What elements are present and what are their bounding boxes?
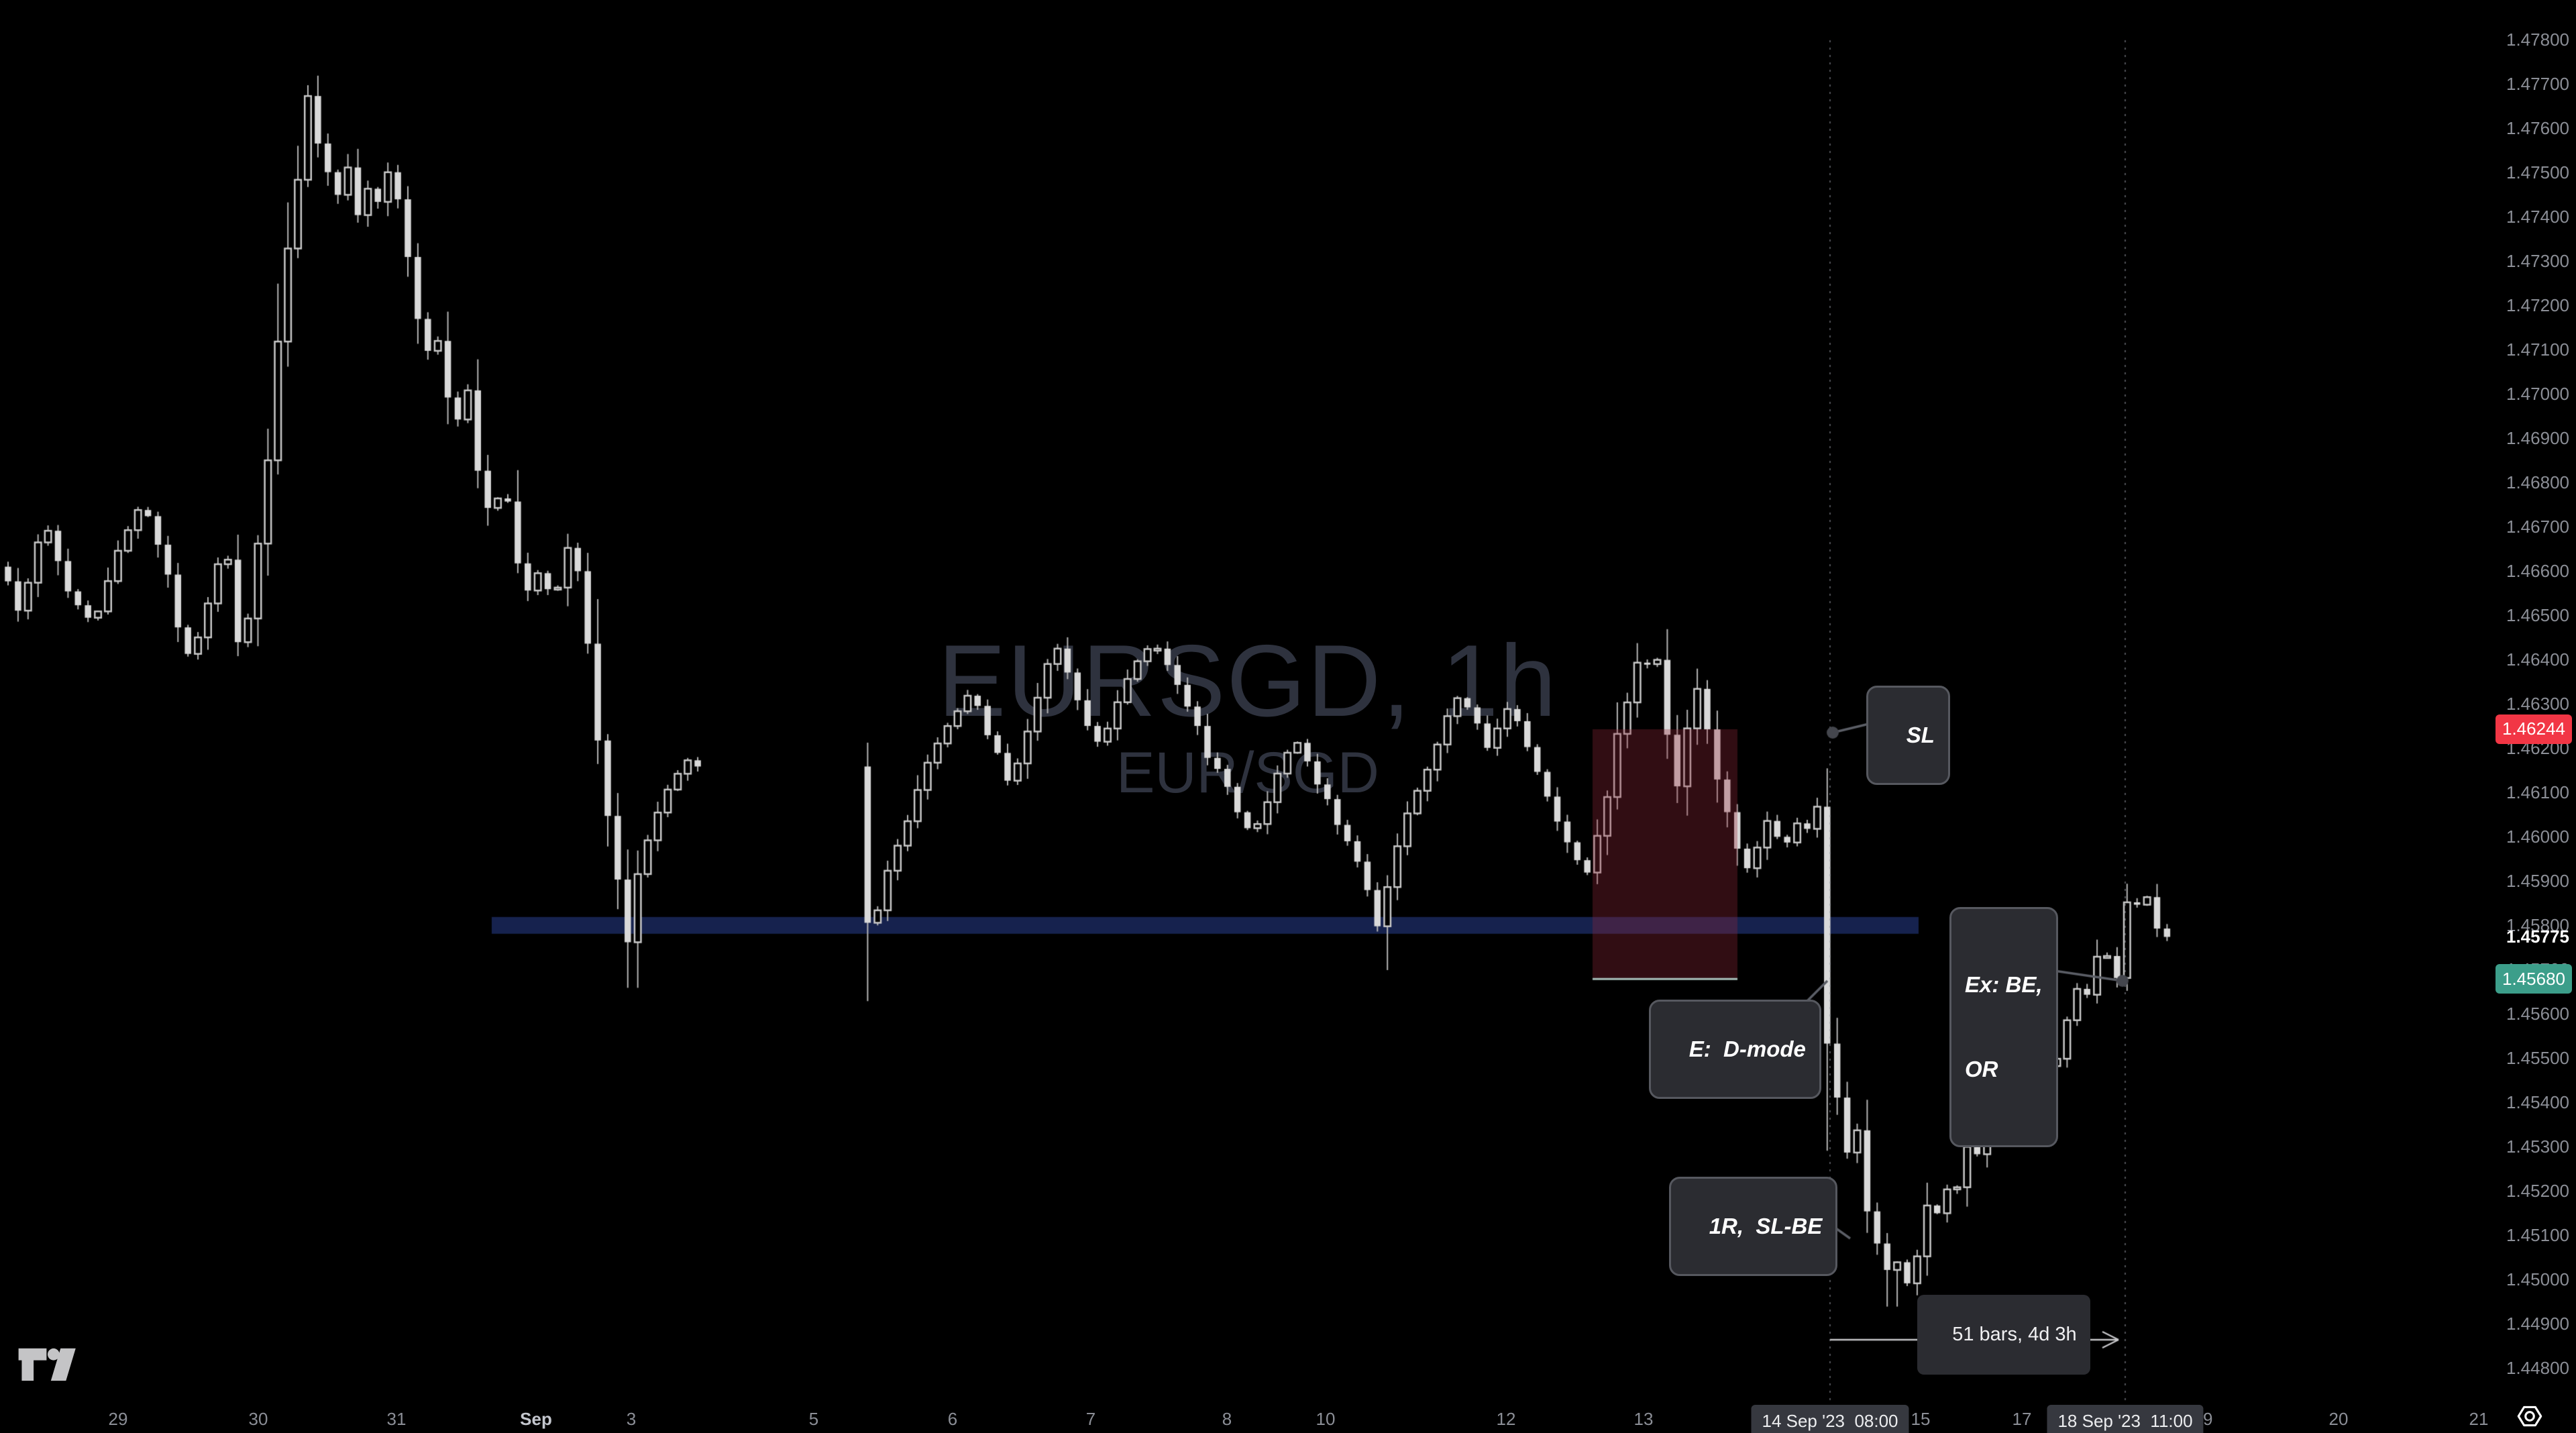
- time-axis[interactable]: 293031Sep35678101213151719202114 Sep '23…: [0, 1405, 2576, 1433]
- chart-settings-button[interactable]: [2514, 1402, 2545, 1433]
- price-tick-label: 1.45800: [2506, 915, 2569, 935]
- price-tick-label: 1.45300: [2506, 1136, 2569, 1157]
- exit-label-line1: Ex: BE,: [1965, 972, 2043, 997]
- time-tick-label: 15: [1911, 1409, 1931, 1429]
- bar-count-text: 51 bars, 4d 3h: [1952, 1324, 2077, 1345]
- price-tick-label: 1.47500: [2506, 162, 2569, 182]
- date-range-badge: 14 Sep '23 08:00: [1751, 1405, 1909, 1433]
- price-tick-label: 1.45500: [2506, 1048, 2569, 1068]
- price-tick-label: 1.47400: [2506, 207, 2569, 227]
- price-tick-label: 1.44900: [2506, 1314, 2569, 1334]
- price-tick-label: 1.47300: [2506, 251, 2569, 271]
- time-tick-label: 12: [1496, 1409, 1516, 1429]
- time-tick-label: 3: [626, 1409, 637, 1429]
- time-tick-label: Sep: [520, 1409, 552, 1429]
- time-tick-label: 21: [2469, 1409, 2489, 1429]
- one-r-label-text: 1R, SL-BE: [1709, 1214, 1823, 1238]
- price-tick-label: 1.45100: [2506, 1225, 2569, 1245]
- price-tick-label: 1.45400: [2506, 1092, 2569, 1112]
- date-range-badge: 18 Sep '23 11:00: [2047, 1405, 2204, 1433]
- last-price-label: 1.45775: [2506, 926, 2569, 947]
- price-tick-label: 1.46100: [2506, 782, 2569, 802]
- price-badge-entry: 1.45680: [2496, 964, 2572, 994]
- time-tick-label: 30: [248, 1409, 268, 1429]
- price-tick-label: 1.47100: [2506, 339, 2569, 360]
- price-tick-label: 1.46500: [2506, 605, 2569, 625]
- price-tick-label: 1.46000: [2506, 827, 2569, 847]
- drawing-label-sl[interactable]: SL: [1866, 686, 1950, 785]
- price-tick-label: 1.44800: [2506, 1358, 2569, 1378]
- price-tick-label: 1.46800: [2506, 472, 2569, 492]
- price-tick-label: 1.46700: [2506, 517, 2569, 537]
- entry-label-text: E: D-mode: [1688, 1037, 1806, 1061]
- time-tick-label: 7: [1085, 1409, 1096, 1429]
- time-tick-label: 6: [947, 1409, 958, 1429]
- time-tick-label: 31: [386, 1409, 407, 1429]
- price-tick-label: 1.46300: [2506, 694, 2569, 714]
- tradingview-logo[interactable]: [17, 1347, 78, 1385]
- price-tick-label: 1.46900: [2506, 428, 2569, 448]
- drawing-label-1r[interactable]: 1R, SL-BE: [1669, 1177, 1838, 1276]
- drawing-label-exit[interactable]: Ex: BE, OR: [1949, 907, 2058, 1147]
- time-tick-label: 17: [2012, 1409, 2032, 1429]
- time-tick-label: 20: [2328, 1409, 2349, 1429]
- drawing-label-entry[interactable]: E: D-mode: [1649, 1000, 1821, 1099]
- time-tick-label: 5: [808, 1409, 819, 1429]
- price-tick-label: 1.47700: [2506, 74, 2569, 94]
- exit-label-line2: OR: [1965, 1057, 1998, 1081]
- bar-count-badge[interactable]: 51 bars, 4d 3h: [1917, 1295, 2090, 1375]
- price-axis[interactable]: 1.47800 1.47700 1.47600 1.47500 1.47400 1.473…: [2479, 0, 2576, 1406]
- time-tick-label: 13: [1633, 1409, 1654, 1429]
- price-badge-stop: 1.46244: [2496, 714, 2572, 744]
- time-tick-label: 29: [108, 1409, 128, 1429]
- price-tick-label: 1.47000: [2506, 384, 2569, 404]
- price-tick-label: 1.46600: [2506, 561, 2569, 581]
- price-tick-label: 1.47600: [2506, 118, 2569, 138]
- time-tick-label: 8: [1222, 1409, 1232, 1429]
- price-tick-label: 1.47800: [2506, 30, 2569, 50]
- sl-label-text: SL: [1906, 723, 1935, 747]
- tradingview-logo-icon: [18, 1348, 76, 1381]
- price-tick-label: 1.45000: [2506, 1269, 2569, 1289]
- time-tick-label: 10: [1316, 1409, 1336, 1429]
- price-tick-label: 1.45200: [2506, 1181, 2569, 1201]
- price-tick-label: 1.46400: [2506, 649, 2569, 670]
- price-tick-label: 1.45600: [2506, 1004, 2569, 1024]
- price-tick-label: 1.47200: [2506, 295, 2569, 315]
- gear-icon: [2517, 1405, 2542, 1427]
- price-tick-label: 1.45900: [2506, 871, 2569, 891]
